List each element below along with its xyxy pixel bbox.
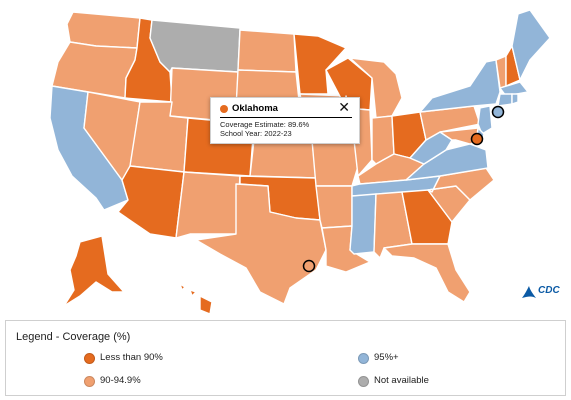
legend: Legend - Coverage (%) Less than 90% 95%+… [5, 320, 566, 396]
legend-swatch [84, 353, 95, 364]
state-florida[interactable] [383, 243, 471, 303]
legend-swatch [84, 376, 95, 387]
legend-swatch [358, 353, 369, 364]
us-map [49, 9, 551, 315]
tooltip-coverage: Coverage Estimate: 89.6% [220, 120, 310, 129]
us-map-svg [49, 9, 551, 315]
state-montana[interactable] [149, 19, 241, 73]
state-tooltip: Oklahoma ✕ Coverage Estimate: 89.6% Scho… [210, 97, 360, 144]
state-virginia[interactable] [405, 143, 489, 181]
state-rhode-island[interactable] [511, 93, 519, 105]
state-maryland[interactable] [439, 127, 479, 145]
state-texas[interactable] [195, 183, 327, 305]
tooltip-state-name: Oklahoma [232, 103, 278, 114]
legend-label: 90-94.9% [100, 375, 141, 386]
close-icon[interactable]: ✕ [338, 99, 350, 115]
state-georgia[interactable] [401, 189, 453, 245]
tooltip-header: Oklahoma ✕ [220, 99, 352, 118]
state-hawaii[interactable] [179, 283, 213, 315]
legend-title: Legend - Coverage (%) [16, 331, 131, 343]
state-connecticut[interactable] [497, 93, 513, 107]
tooltip-school-year: School Year: 2022-23 [220, 129, 292, 138]
state-alaska[interactable] [63, 235, 125, 307]
new-york-city-marker[interactable] [491, 105, 505, 119]
state-kansas[interactable] [249, 139, 317, 179]
state-michigan[interactable] [349, 57, 403, 119]
cdc-logo: CDC [520, 284, 564, 300]
state-arizona[interactable] [117, 165, 185, 239]
state-mississippi[interactable] [349, 193, 377, 255]
legend-label: Not available [374, 375, 429, 386]
state-arkansas[interactable] [315, 185, 353, 229]
state-new-york[interactable] [419, 59, 501, 113]
tooltip-color-dot [220, 105, 228, 113]
state-new-mexico[interactable] [175, 171, 241, 239]
legend-label: 95%+ [374, 352, 399, 363]
state-north-dakota[interactable] [237, 29, 297, 73]
legend-label: Less than 90% [100, 352, 163, 363]
legend-swatch [358, 376, 369, 387]
houston-marker[interactable] [302, 259, 316, 273]
philadelphia-marker[interactable] [470, 132, 484, 146]
state-new-jersey[interactable] [477, 105, 493, 135]
cdc-logo-text: CDC [538, 285, 560, 296]
hhs-eagle-icon [522, 286, 536, 298]
state-maine[interactable] [511, 9, 551, 81]
